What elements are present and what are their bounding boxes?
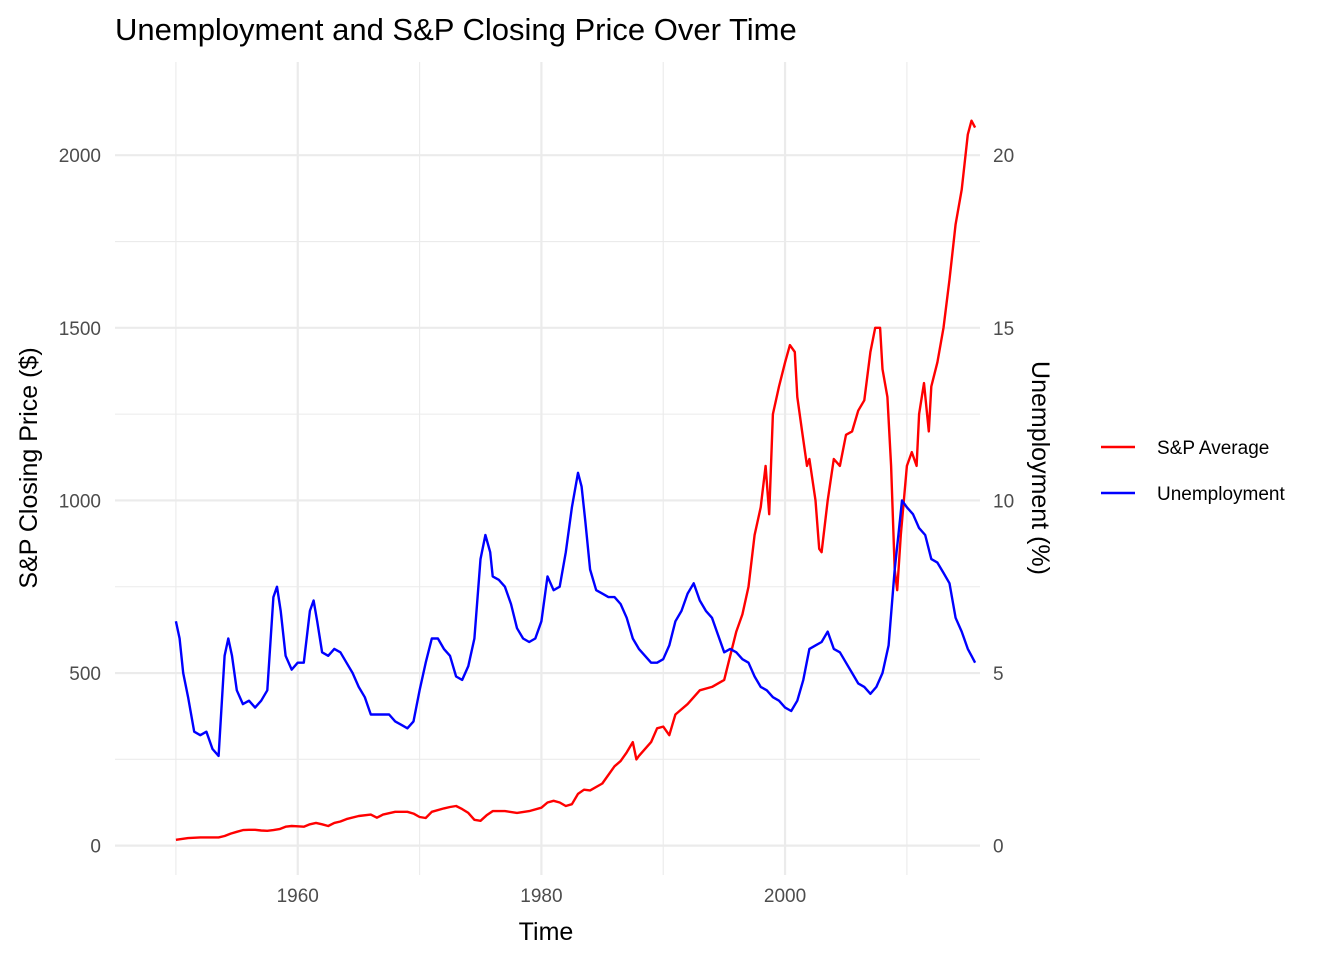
legend-label-sp-average: S&P Average xyxy=(1157,438,1269,459)
chart-title: Unemployment and S&P Closing Price Over … xyxy=(115,12,797,47)
series-layer xyxy=(174,119,977,841)
y-tick-label: 2000 xyxy=(59,146,101,167)
y-tick-label: 500 xyxy=(69,664,101,685)
y2-tick-label: 0 xyxy=(993,837,1004,858)
y2-axis-title: Unemployment (%) xyxy=(1026,361,1054,575)
plot-panel xyxy=(115,62,980,875)
y-tick-label: 1500 xyxy=(59,319,101,340)
x-tick-label: 1980 xyxy=(520,886,562,907)
y-tick-label: 0 xyxy=(90,837,101,858)
x-tick-label: 2000 xyxy=(764,886,806,907)
y2-tick-label: 5 xyxy=(993,664,1004,685)
x-axis-ticks: 1960 1980 2000 xyxy=(277,886,807,907)
x-tick-label: 1960 xyxy=(277,886,319,907)
grid xyxy=(115,62,980,875)
x-axis-title: Time xyxy=(519,918,574,946)
series-line-unemployment xyxy=(174,471,977,758)
y-axis-ticks: 0 500 1000 1500 2000 xyxy=(59,146,101,857)
y2-tick-label: 15 xyxy=(993,319,1014,340)
y-tick-label: 1000 xyxy=(59,491,101,512)
legend-label-unemployment: Unemployment xyxy=(1157,484,1285,505)
y-axis-title: S&P Closing Price ($) xyxy=(15,347,43,588)
y2-tick-label: 20 xyxy=(993,146,1014,167)
series-line-s-p-average xyxy=(175,119,977,841)
y2-tick-label: 10 xyxy=(993,491,1014,512)
y2-axis-ticks: 0 5 10 15 20 xyxy=(993,146,1014,857)
legend: S&P Average Unemployment xyxy=(1101,438,1285,505)
